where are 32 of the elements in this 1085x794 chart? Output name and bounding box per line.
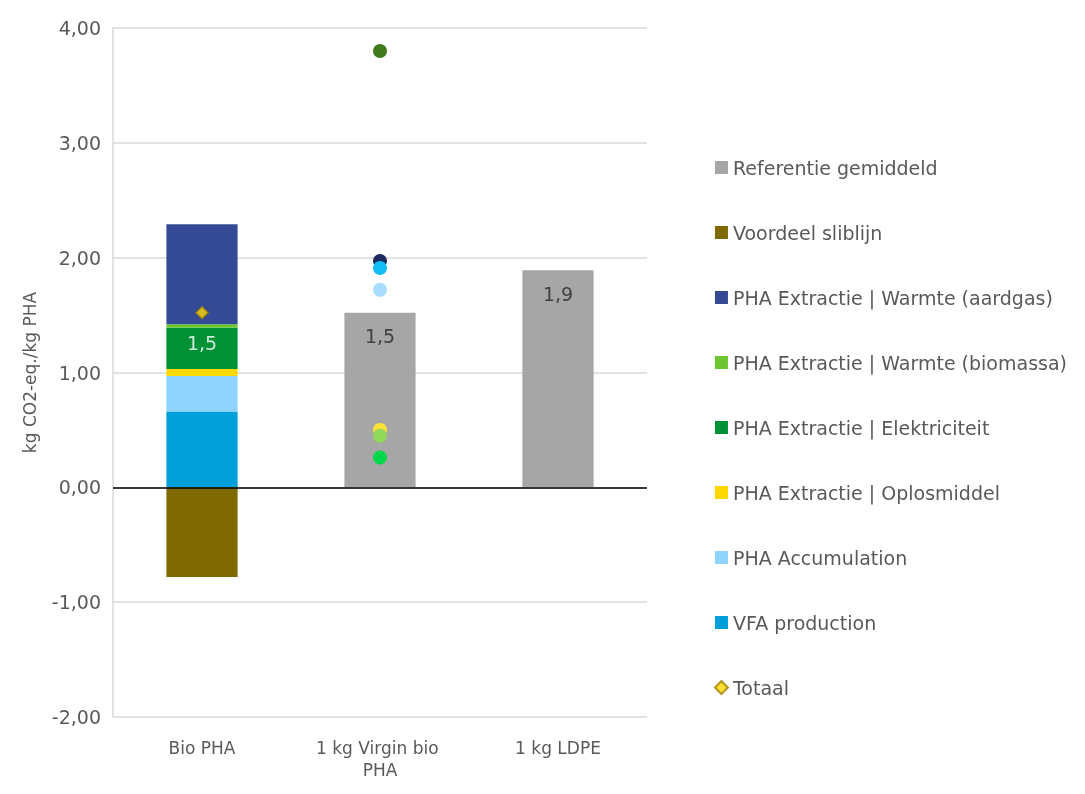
legend-label: Referentie gemiddeld — [732, 156, 938, 179]
x-tick-label: Bio PHA — [168, 738, 236, 758]
legend-label: PHA Extractie | Warmte (biomassa) — [732, 351, 1068, 375]
bar — [166, 411, 238, 488]
y-tick-label: 3,00 — [58, 131, 101, 154]
bar — [166, 369, 238, 376]
legend-label: PHA Extractie | Warmte (aardgas) — [732, 286, 1053, 310]
bar — [522, 270, 594, 488]
data-label: 1,5 — [186, 332, 218, 355]
bar — [166, 487, 238, 577]
legend-label: PHA Extractie | Elektriciteit — [732, 416, 990, 440]
y-tick-label: -1,00 — [51, 591, 101, 614]
legend-label: PHA Accumulation — [732, 546, 908, 569]
bar — [166, 324, 238, 328]
y-tick-label: 1,00 — [58, 361, 101, 384]
legend-label: PHA Extractie | Oplosmiddel — [732, 481, 1000, 505]
legend-label: Totaal — [731, 676, 789, 699]
y-tick-label: -2,00 — [51, 706, 101, 728]
bar — [166, 327, 238, 370]
legend-label: Voordeel sliblijn — [732, 221, 883, 244]
y-tick-label: 4,00 — [58, 17, 101, 39]
data-label: 1,5 — [364, 325, 396, 348]
bar — [166, 224, 238, 325]
bar — [166, 375, 238, 412]
data-label: 1,9 — [542, 282, 574, 305]
y-tick-label: 0,00 — [58, 476, 101, 499]
legend-label: VFA production — [732, 611, 877, 634]
x-tick-label: 1 kg LDPE — [515, 738, 601, 758]
bar — [344, 312, 416, 488]
x-tick-label: 1 kg Virgin bio PHA — [316, 738, 444, 780]
y-tick-label: 2,00 — [58, 246, 101, 269]
y-axis-title: kg CO2-eq./kg PHA — [19, 291, 40, 454]
